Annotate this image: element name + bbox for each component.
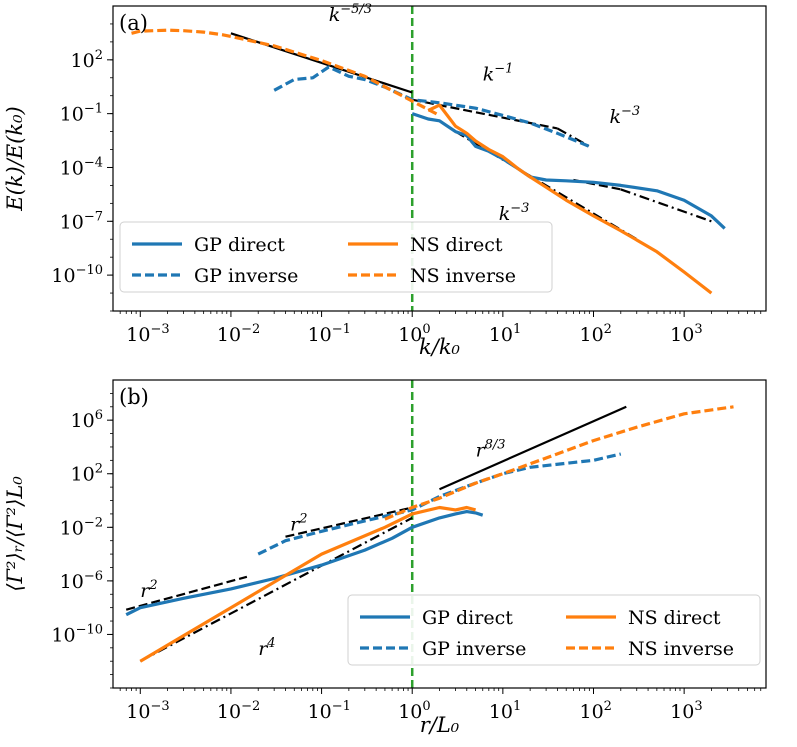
x-tick-label: 100 (398, 699, 430, 723)
plot-area (125, 405, 734, 663)
reference-line (285, 506, 413, 538)
x-tick-label: 10−3 (126, 699, 169, 723)
legend-box (119, 221, 553, 293)
annotation-label: r8/3 (476, 437, 506, 461)
panel-a: 10−3 10−2 10−1 100 101 102 103 10−10 10−7 10−4 10−… (3, 2, 767, 359)
panel-label: (a) (119, 11, 148, 35)
legend-label: GP inverse (422, 638, 526, 660)
axes-frame (112, 5, 767, 312)
annotation-label: r2 (140, 578, 157, 602)
x-tick-label: 100 (398, 322, 430, 346)
annotation-label: k−3 (609, 104, 640, 128)
legend-label: GP direct (194, 234, 285, 256)
x-tick-label: 10−2 (217, 699, 260, 723)
series-gp-inverse (273, 65, 591, 148)
x-tick-label: 101 (489, 322, 521, 346)
legend-label: NS direct (628, 607, 721, 629)
plot-area (131, 28, 726, 295)
series-gp-direct (411, 112, 726, 230)
annotation-label: r4 (258, 636, 275, 660)
legend-label: NS inverse (628, 638, 734, 660)
reference-line (439, 405, 627, 491)
x-tick-label: 10−1 (308, 322, 351, 346)
y-tick-label: 10−10 (51, 622, 103, 646)
annotation-label: r2 (290, 511, 307, 535)
series-ns-inverse (384, 405, 734, 521)
reference-line (556, 127, 590, 148)
annotation-label: k−3 (499, 201, 530, 225)
y-tick-label: 10−4 (60, 155, 103, 179)
x-axis-label: k/k₀ (419, 335, 461, 359)
series-gp-inverse (257, 452, 622, 556)
y-tick-label: 106 (71, 408, 103, 432)
y-tick-label: 102 (71, 48, 103, 72)
annotation-label: k−1 (483, 62, 514, 86)
panel-b: 10−3 10−2 10−1 100 101 102 103 10−10 10−6 10−2 102… (3, 379, 767, 737)
y-axis-label: E(k)/E(k₀) (3, 106, 27, 211)
axes-frame (112, 379, 767, 689)
x-tick-label: 102 (579, 699, 611, 723)
x-tick-label: 10−2 (217, 322, 260, 346)
legend-label: GP direct (422, 607, 513, 629)
y-tick-label: 102 (71, 462, 103, 486)
x-tick-label: 10−1 (308, 699, 351, 723)
y-tick-label: 10−1 (60, 102, 103, 126)
x-tick-label: 10−3 (126, 322, 169, 346)
reference-line (620, 188, 712, 223)
legend-label: NS inverse (410, 265, 516, 287)
panel-label: (b) (119, 385, 149, 409)
series-ns-inverse (131, 28, 441, 117)
y-tick-label: 10−10 (51, 263, 103, 287)
reference-line (230, 32, 413, 94)
legend-label: NS direct (410, 234, 503, 256)
annotation-label: k−5/3 (329, 2, 372, 26)
y-axis-label: ⟨Γ²⟩ᵣ/⟨Γ²⟩L₀ (3, 476, 27, 592)
legend: GP direct NS direct GP inverse NS inverse (119, 221, 553, 293)
legend-box (347, 594, 761, 666)
reference-line (125, 575, 248, 611)
legend: GP direct NS direct GP inverse NS inverse (347, 594, 761, 666)
y-tick-label: 10−7 (60, 209, 103, 233)
legend-label: GP inverse (194, 265, 298, 287)
series-ns-direct (139, 505, 477, 663)
x-tick-label: 102 (579, 322, 611, 346)
y-tick-label: 10−2 (60, 515, 103, 539)
x-axis-label: r/L₀ (420, 713, 460, 737)
x-tick-label: 103 (670, 699, 702, 723)
series-ns-direct (427, 103, 713, 295)
y-tick-label: 10−6 (60, 569, 103, 593)
series-gp-direct (125, 510, 484, 617)
x-tick-label: 103 (670, 322, 702, 346)
x-tick-label: 101 (489, 699, 521, 723)
